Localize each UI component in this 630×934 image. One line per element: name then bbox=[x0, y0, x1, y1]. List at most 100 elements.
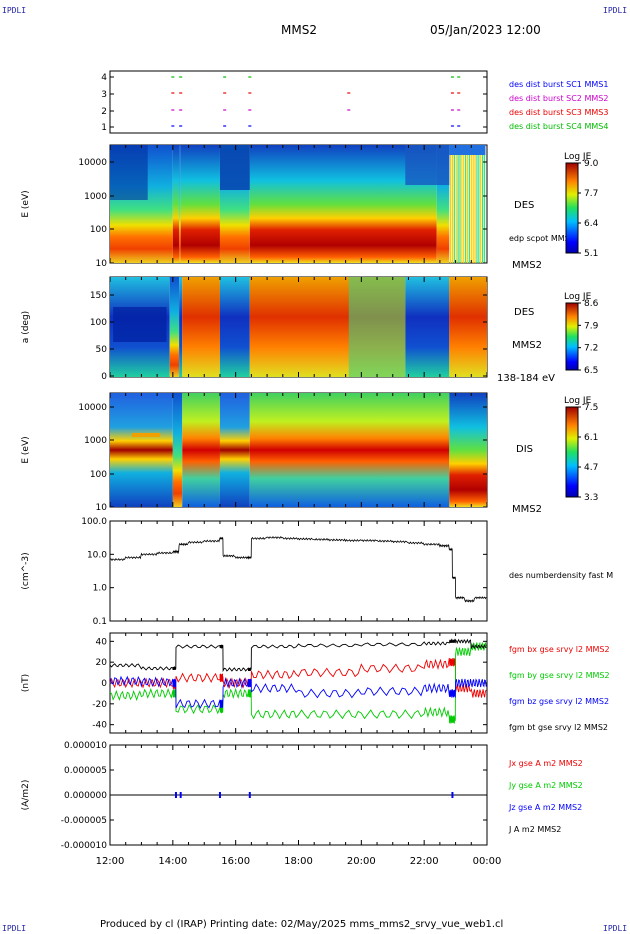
des-energy-label-des: DES bbox=[514, 200, 534, 211]
des-energy-stripe bbox=[465, 153, 466, 263]
dis-energy-colorbar-tick-label: 3.3 bbox=[584, 493, 598, 503]
dis-energy-spectrum bbox=[449, 393, 487, 507]
current-y-tick-label: 0.000000 bbox=[64, 791, 107, 801]
density-panel bbox=[110, 521, 487, 621]
des-pitch-label-mms2: MMS2 bbox=[512, 340, 542, 351]
des-energy-colorbar-tick-label: 9.0 bbox=[584, 159, 599, 169]
dis-energy-ylabel: E (eV) bbox=[21, 436, 31, 463]
burst-legend-4: des dist burst SC4 MMS4 bbox=[509, 122, 608, 131]
des-energy-overlay-label: edp scpot MMS2 bbox=[509, 234, 575, 243]
des-pitch-ylabel: a (deg) bbox=[21, 311, 31, 343]
dis-energy-colorbar-tick-label: 4.7 bbox=[584, 463, 598, 473]
burst-legend-1: des dist burst SC1 MMS1 bbox=[509, 80, 608, 89]
des-pitch-y-tick-label: 100 bbox=[90, 318, 107, 328]
des-energy-stripe bbox=[457, 153, 458, 263]
burst-y-tick-label: 3 bbox=[101, 90, 107, 100]
des-pitch-colorbar-tick-label: 7.2 bbox=[584, 344, 598, 354]
des-energy-colorbar-tick-label: 5.1 bbox=[584, 249, 598, 259]
dis-energy-spectrum bbox=[173, 393, 182, 507]
fgm-panel bbox=[110, 633, 487, 733]
des-energy-stripe bbox=[471, 153, 472, 263]
density-ylabel: (cm^-3) bbox=[21, 552, 31, 589]
density-legend: des numberdensity fast M bbox=[509, 571, 613, 580]
des-pitch-energy-range: 138-184 eV bbox=[497, 373, 555, 384]
des-energy-stripe bbox=[484, 153, 485, 263]
des-energy-label-mms2: MMS2 bbox=[512, 260, 542, 271]
density-y-tick-label: 100.0 bbox=[81, 517, 107, 527]
des-energy-stripe bbox=[463, 153, 464, 263]
des-energy-y-tick-label: 10000 bbox=[78, 158, 107, 168]
dis-energy-y-tick-label: 10000 bbox=[78, 403, 107, 413]
density-line bbox=[110, 537, 486, 602]
des-pitch-spectrum-dark bbox=[113, 307, 166, 342]
current-y-tick-label: -0.000005 bbox=[61, 816, 107, 826]
des-energy-ylabel: E (eV) bbox=[21, 190, 31, 217]
dis-energy-colorbar-tick-label: 6.1 bbox=[584, 433, 598, 443]
des-energy-stripe bbox=[480, 153, 481, 263]
des-pitch-colorbar-tick-label: 7.9 bbox=[584, 321, 599, 331]
time-axis-label: 22:00 bbox=[410, 856, 439, 867]
fgm-y-tick-label: 20 bbox=[96, 658, 108, 668]
des-pitch-spectrum bbox=[405, 277, 449, 377]
burst-y-tick-label: 2 bbox=[101, 107, 107, 117]
des-energy-spectrum-top bbox=[449, 145, 485, 155]
current-y-tick-label: 0.000005 bbox=[64, 766, 107, 776]
des-pitch-spectrum bbox=[220, 277, 250, 377]
dis-energy-spectrum bbox=[182, 393, 220, 507]
des-energy-colorbar-tick-label: 6.4 bbox=[584, 219, 599, 229]
des-energy-stripe bbox=[482, 153, 483, 263]
des-energy-stripe bbox=[456, 153, 457, 263]
fgm-line-bx bbox=[110, 658, 486, 698]
current-spike bbox=[219, 792, 221, 798]
des-pitch-y-tick-label: 0 bbox=[101, 372, 107, 382]
des-pitch-spectrum-green bbox=[349, 277, 406, 377]
current-y-tick-label: 0.000010 bbox=[64, 741, 107, 751]
des-energy-stripe bbox=[459, 153, 460, 263]
current-spike bbox=[451, 792, 453, 798]
des-energy-y-tick-label: 100 bbox=[90, 225, 107, 235]
density-y-tick-label: 0.1 bbox=[93, 617, 107, 627]
burst-y-tick-label: 4 bbox=[101, 73, 107, 83]
current-spike bbox=[180, 792, 182, 798]
des-energy-colorbar-tick-label: 7.7 bbox=[584, 189, 598, 199]
dis-energy-spectrum bbox=[250, 393, 449, 507]
des-pitch-spectrum bbox=[182, 277, 220, 377]
current-spike bbox=[249, 792, 251, 798]
current-legend-1: Jx gse A m2 MMS2 bbox=[508, 759, 583, 768]
dis-energy-label-dis: DIS bbox=[516, 444, 533, 455]
burst-y-tick-label: 1 bbox=[101, 123, 107, 133]
dis-energy-label-mms2: MMS2 bbox=[512, 504, 542, 515]
dis-energy-spectrum bbox=[220, 393, 250, 507]
current-spike bbox=[175, 792, 177, 798]
des-energy-spectrum bbox=[179, 145, 181, 263]
des-energy-stripe bbox=[452, 153, 453, 263]
time-axis-label: 00:00 bbox=[473, 856, 502, 867]
fgm-legend-4: fgm bt gse srvy l2 MMS2 bbox=[509, 723, 608, 732]
time-axis-label: 12:00 bbox=[96, 856, 125, 867]
current-legend-4: J A m2 MMS2 bbox=[508, 825, 561, 834]
time-axis-label: 14:00 bbox=[158, 856, 187, 867]
burst-panel bbox=[110, 71, 487, 133]
dis-energy-beam bbox=[132, 433, 160, 437]
des-pitch-y-tick-label: 50 bbox=[96, 345, 108, 355]
burst-legend-2: des dist burst SC2 MMS2 bbox=[509, 94, 608, 103]
des-pitch-colorbar bbox=[566, 303, 578, 370]
fgm-legend-2: fgm by gse srvy l2 MMS2 bbox=[509, 671, 610, 680]
burst-legend-3: des dist burst SC3 MMS3 bbox=[509, 108, 608, 117]
fgm-y-tick-label: 0 bbox=[101, 679, 107, 689]
current-ylabel: (A/m2) bbox=[21, 780, 31, 811]
des-energy-stripe bbox=[467, 153, 468, 263]
des-energy-stripe bbox=[473, 153, 474, 263]
time-axis-label: 16:00 bbox=[221, 856, 250, 867]
des-pitch-colorbar-tick-label: 6.5 bbox=[584, 366, 598, 376]
time-axis-label: 20:00 bbox=[347, 856, 376, 867]
des-energy-spectrum bbox=[173, 145, 179, 263]
des-energy-stripe bbox=[478, 153, 479, 263]
time-axis-label: 18:00 bbox=[284, 856, 313, 867]
des-energy-spectrum bbox=[181, 145, 220, 263]
des-energy-stripe bbox=[469, 153, 470, 263]
des-energy-spectrum-dark bbox=[110, 145, 148, 200]
des-energy-stripe bbox=[461, 153, 462, 263]
des-pitch-colorbar-tick-label: 8.6 bbox=[584, 299, 599, 309]
